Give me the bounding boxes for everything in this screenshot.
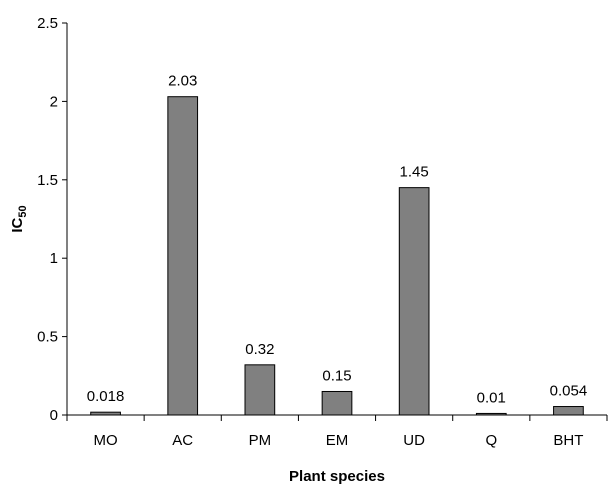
- data-label-pm: 0.32: [245, 341, 274, 358]
- bars-group: [90, 96, 584, 416]
- bar-em: [321, 390, 353, 416]
- x-tick-label-ac: AC: [172, 432, 193, 449]
- x-tick-label-ud: UD: [403, 432, 425, 449]
- y-axis-title-subscript: 50: [17, 205, 29, 217]
- y-tick-label: 0: [50, 407, 58, 424]
- y-axis-title-main: IC: [9, 217, 26, 232]
- y-tick-label: 1: [50, 250, 58, 267]
- bar-ac: [167, 96, 199, 416]
- bar-bht: [553, 406, 584, 416]
- data-label-ud: 1.45: [400, 164, 429, 181]
- data-label-bht: 0.054: [550, 383, 588, 400]
- x-ticks-group: MO AC PM EM UD Q BHT: [66, 415, 608, 449]
- bar-ud: [398, 187, 430, 416]
- x-tick-label-bht: BHT: [553, 432, 583, 449]
- y-ticks-group: 0 0.5 1 1.5 2 2.5: [37, 15, 67, 424]
- y-axis-title: IC50: [9, 205, 29, 232]
- data-label-q: 0.01: [477, 389, 506, 406]
- data-label-em: 0.15: [322, 367, 351, 384]
- y-tick-label: 0.5: [37, 329, 58, 346]
- x-axis-title: Plant species: [289, 468, 385, 485]
- x-tick-label-mo: MO: [93, 432, 117, 449]
- x-tick-label-pm: PM: [249, 432, 272, 449]
- x-tick-label-em: EM: [326, 432, 349, 449]
- x-tick-label-q: Q: [485, 432, 497, 449]
- data-label-ac: 2.03: [168, 73, 197, 90]
- y-tick-label: 2.5: [37, 15, 58, 32]
- data-label-mo: 0.018: [87, 388, 125, 405]
- bar-pm: [244, 364, 276, 416]
- y-tick-label: 2: [50, 93, 58, 110]
- data-labels-group: 0.018 2.03 0.32 0.15 1.45 0.01 0.054: [87, 73, 587, 407]
- y-tick-label: 1.5: [37, 172, 58, 189]
